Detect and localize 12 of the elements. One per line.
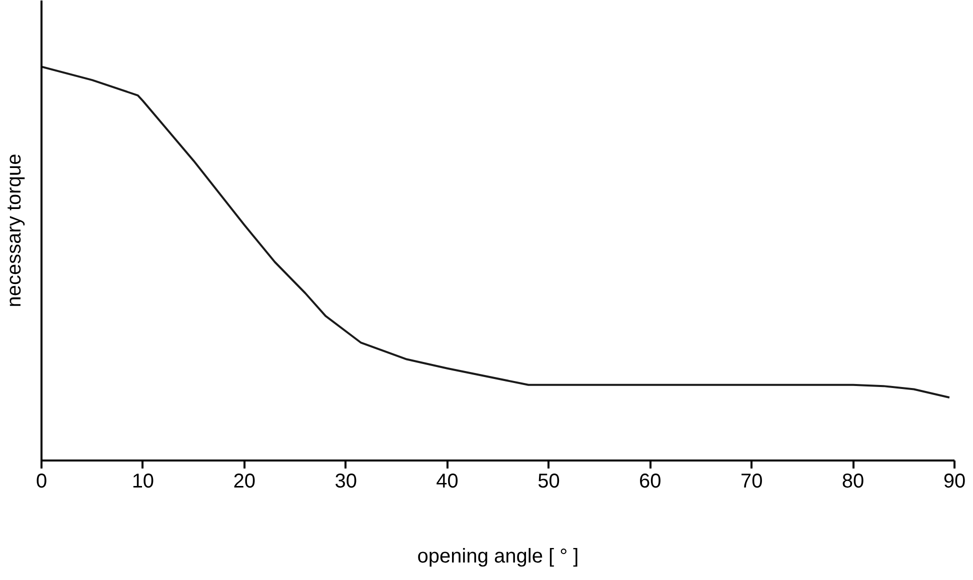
x-axis-title: opening angle [ ° ] <box>417 546 579 568</box>
y-axis-title: necessary torque <box>4 154 26 308</box>
x-tick-label: 70 <box>740 470 763 492</box>
x-tick-label: 0 <box>36 470 48 492</box>
x-tick-label: 20 <box>233 470 256 492</box>
x-tick-label: 30 <box>334 470 357 492</box>
x-tick-label: 80 <box>842 470 864 492</box>
x-tick-label: 60 <box>639 470 662 492</box>
x-tick-label: 10 <box>132 470 154 492</box>
x-tick-label: 90 <box>943 470 966 492</box>
x-tick-label: 40 <box>436 470 458 492</box>
x-tick-label: 50 <box>538 470 560 492</box>
